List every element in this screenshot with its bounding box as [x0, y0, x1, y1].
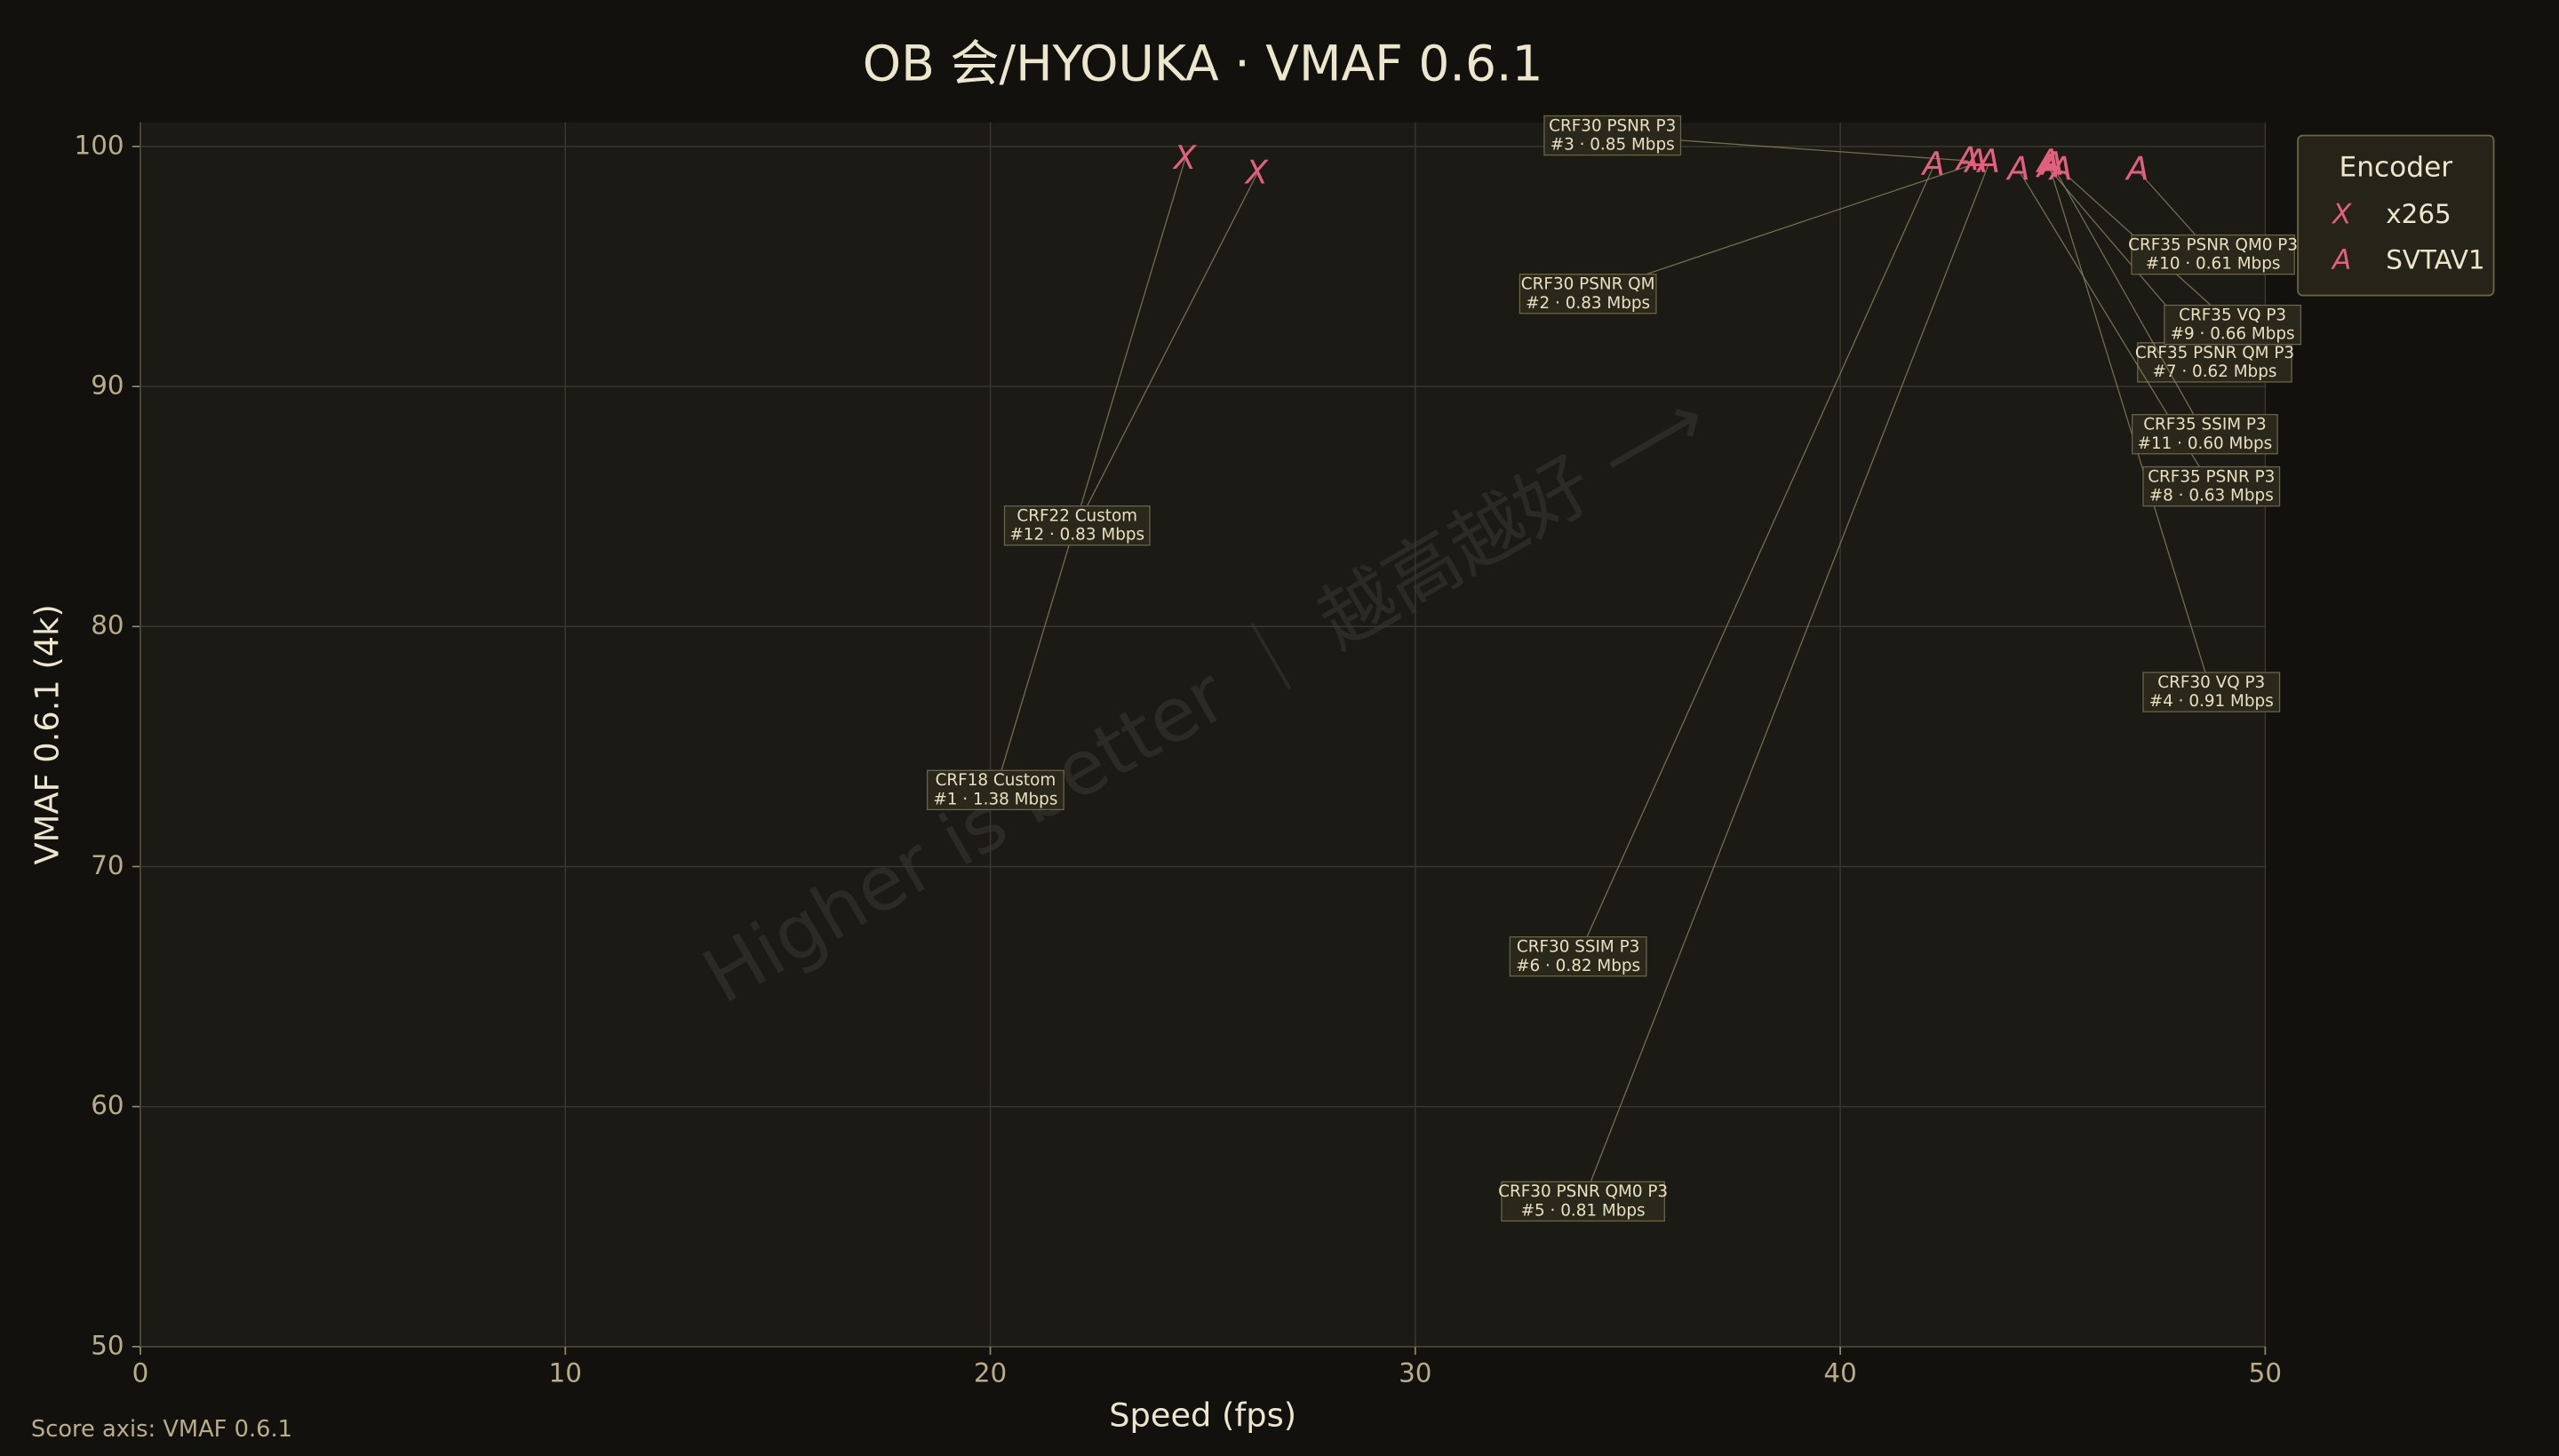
annotation-label: CRF35 PSNR P3: [2148, 467, 2275, 486]
annotation-label: #12 · 0.83 Mbps: [1009, 526, 1144, 545]
annotation-label: #8 · 0.63 Mbps: [2149, 487, 2274, 505]
point-marker: X: [1172, 139, 1197, 177]
y-tick-label: 50: [91, 1330, 124, 1360]
annotation-label: CRF35 SSIM P3: [2143, 416, 2266, 434]
annotation-label: #7 · 0.62 Mbps: [2152, 362, 2276, 381]
point-marker: A: [2036, 142, 2060, 180]
annotation-box: [1519, 274, 1657, 314]
annotation-box: [1501, 1181, 1665, 1222]
point-marker: A: [1976, 142, 2000, 180]
chart-title: OB 会/HYOUKA · VMAF 0.6.1: [863, 35, 1543, 91]
y-axis-label: VMAF 0.6.1 (4k): [28, 604, 67, 864]
point-marker: A: [2040, 145, 2064, 183]
annotation-label: CRF35 VQ P3: [2179, 306, 2286, 325]
legend-title: Encoder: [2340, 151, 2453, 183]
annotation-label: #6 · 0.82 Mbps: [1516, 957, 1640, 975]
annotation-label: CRF22 Custom: [1016, 507, 1137, 526]
annotation-label: CRF30 VQ P3: [2157, 673, 2265, 692]
annotation-box: [2142, 465, 2281, 507]
point-marker: A: [2036, 147, 2060, 186]
leader-line: [1587, 163, 1977, 295]
annotation-label: CRF35 PSNR QM0 P3: [2128, 236, 2298, 255]
annotation-label: #3 · 0.85 Mbps: [1551, 136, 1675, 155]
annotation-box: [926, 769, 1064, 811]
leader-line: [1577, 165, 1934, 958]
legend-box: [2297, 134, 2495, 297]
y-tick-label: 80: [91, 610, 124, 640]
x-tick-label: 50: [2249, 1358, 2282, 1388]
annotation-label: CRF30 PSNR QM0 P3: [1498, 1182, 1668, 1201]
annotation-label: #1 · 1.38 Mbps: [933, 790, 1057, 808]
point-marker: A: [1955, 140, 1979, 179]
annotation-box: [2142, 672, 2281, 712]
annotation-label: CRF30 SSIM P3: [1517, 938, 1639, 957]
plot-area: [140, 122, 2266, 1347]
legend-marker: A: [2331, 244, 2351, 276]
annotation-label: #10 · 0.61 Mbps: [2146, 255, 2281, 274]
annotation-box: [2137, 342, 2292, 383]
x-axis-label: Speed (fps): [1109, 1396, 1296, 1434]
x-tick-label: 20: [974, 1358, 1007, 1388]
annotation-box: [2131, 234, 2295, 275]
annotation-box: [1003, 505, 1151, 546]
y-tick-label: 70: [91, 850, 124, 880]
annotation-label: #9 · 0.66 Mbps: [2171, 325, 2295, 344]
point-marker: A: [2125, 149, 2148, 187]
leader-line: [994, 159, 1186, 791]
legend-label: SVTAV1: [2386, 244, 2484, 274]
point-marker: X: [1244, 154, 1269, 192]
annotation-label: CRF18 Custom: [936, 771, 1056, 790]
y-tick-label: 100: [75, 130, 124, 160]
annotation-box: [1509, 936, 1647, 977]
point-marker: A: [1964, 142, 1988, 180]
x-tick-label: 30: [1399, 1358, 1431, 1388]
annotation-label: CRF35 PSNR QM P3: [2135, 344, 2294, 362]
leader-line: [1582, 163, 1990, 1202]
annotation-box: [2132, 414, 2278, 455]
annotation-box: [2164, 304, 2302, 346]
annotation-label: #4 · 0.91 Mbps: [2149, 692, 2274, 711]
x-tick-label: 10: [549, 1358, 582, 1388]
leader-line: [2047, 163, 2212, 693]
annotation-box: [1543, 115, 1682, 156]
point-marker: A: [2005, 149, 2029, 187]
y-tick-label: 60: [91, 1090, 124, 1120]
footer: Score axis: VMAF 0.6.1: [31, 1416, 292, 1443]
annotation-label: #2 · 0.83 Mbps: [1526, 294, 1650, 313]
x-tick-label: 0: [132, 1358, 149, 1388]
leader-line: [2052, 165, 2205, 435]
point-marker: A: [1921, 145, 1945, 183]
annotation-label: #5 · 0.81 Mbps: [1521, 1201, 1646, 1220]
leader-line: [1076, 173, 1257, 526]
markers: X X AA AAA AA A AA: [1172, 139, 2148, 192]
annotation-label: #11 · 0.60 Mbps: [2138, 434, 2273, 453]
legend-marker: X: [2331, 199, 2352, 231]
annotation-label: CRF30 PSNR P3: [1549, 116, 1676, 135]
point-marker: A: [2048, 149, 2072, 187]
legend-label: x265: [2386, 199, 2451, 229]
y-tick-label: 90: [91, 370, 124, 401]
x-tick-label: 40: [1823, 1358, 1856, 1388]
annotation-label: CRF30 PSNR QM: [1521, 275, 1655, 294]
